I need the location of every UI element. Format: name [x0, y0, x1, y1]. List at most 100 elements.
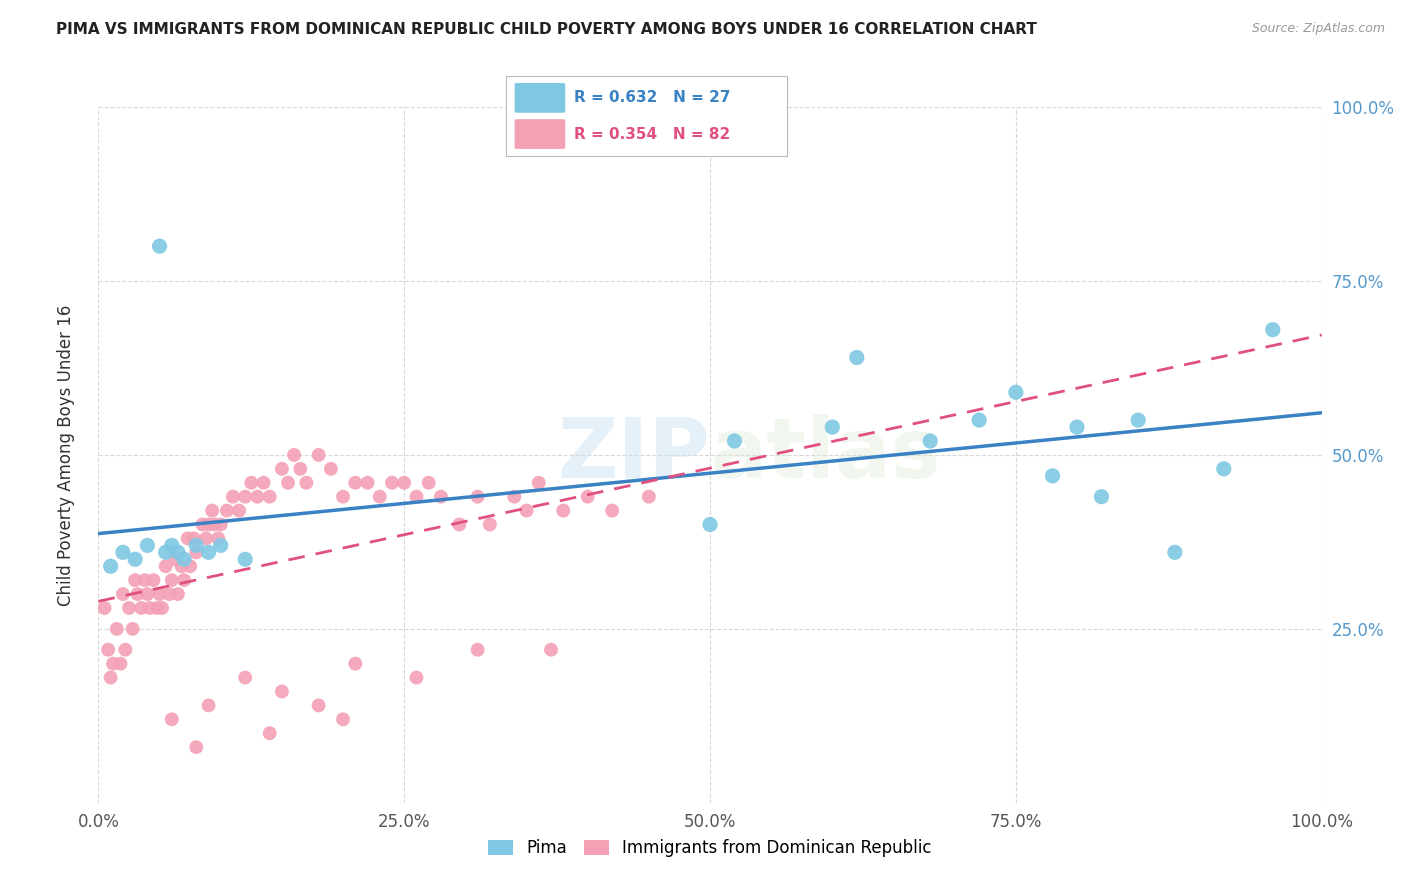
Point: [114, 642, 136, 657]
Point: [101, 657, 124, 671]
Point: [637, 490, 661, 504]
FancyBboxPatch shape: [515, 83, 565, 112]
Point: [503, 490, 526, 504]
Point: [290, 462, 312, 476]
Point: [105, 622, 128, 636]
Y-axis label: Child Poverty Among Boys Under 16: Child Poverty Among Boys Under 16: [56, 304, 75, 606]
Point: [252, 475, 274, 490]
Legend: Pima, Immigrants from Dominican Republic: Pima, Immigrants from Dominican Republic: [482, 833, 938, 864]
Point: [1164, 545, 1187, 559]
Point: [157, 587, 180, 601]
Point: [97, 642, 120, 657]
Point: [155, 545, 177, 559]
Point: [127, 587, 149, 601]
Point: [259, 490, 281, 504]
Point: [368, 490, 391, 504]
Point: [295, 475, 318, 490]
Point: [118, 601, 141, 615]
Point: [100, 671, 122, 685]
Point: [392, 475, 416, 490]
Text: ZIP: ZIP: [558, 415, 710, 495]
Text: PIMA VS IMMIGRANTS FROM DOMINICAN REPUBLIC CHILD POVERTY AMONG BOYS UNDER 16 COR: PIMA VS IMMIGRANTS FROM DOMINICAN REPUBL…: [56, 22, 1038, 37]
Point: [201, 503, 224, 517]
Text: atlas: atlas: [710, 415, 941, 495]
Point: [270, 462, 294, 476]
Point: [209, 538, 232, 552]
Point: [308, 448, 330, 462]
Text: R = 0.632   N = 27: R = 0.632 N = 27: [574, 90, 730, 105]
Point: [233, 552, 256, 566]
Point: [167, 587, 190, 601]
Point: [207, 532, 229, 546]
Point: [478, 517, 501, 532]
Text: R = 0.354   N = 82: R = 0.354 N = 82: [574, 127, 730, 142]
Point: [553, 503, 575, 517]
Point: [183, 532, 205, 546]
Point: [93, 601, 115, 615]
Point: [129, 601, 152, 615]
Point: [134, 573, 156, 587]
Point: [160, 712, 183, 726]
Point: [179, 559, 201, 574]
Point: [150, 601, 173, 615]
Point: [186, 545, 208, 559]
Point: [449, 517, 471, 532]
Point: [197, 517, 219, 532]
Point: [967, 413, 990, 427]
Point: [215, 503, 238, 517]
Point: [209, 517, 232, 532]
Point: [405, 490, 427, 504]
Point: [723, 434, 745, 448]
Point: [165, 552, 187, 566]
Point: [540, 642, 562, 657]
Point: [344, 475, 367, 490]
Point: [170, 559, 193, 574]
Point: [600, 503, 623, 517]
Point: [186, 740, 208, 755]
Point: [100, 559, 122, 574]
Point: [270, 684, 294, 698]
Point: [1004, 385, 1026, 400]
Point: [308, 698, 330, 713]
Point: [576, 490, 599, 504]
Point: [186, 538, 208, 552]
Point: [319, 462, 342, 476]
Point: [136, 587, 159, 601]
Point: [228, 503, 250, 517]
Point: [111, 587, 134, 601]
Point: [277, 475, 299, 490]
Point: [160, 573, 183, 587]
Point: [111, 545, 134, 559]
Point: [1090, 490, 1112, 504]
Point: [344, 657, 367, 671]
Point: [1212, 462, 1234, 476]
Point: [121, 622, 143, 636]
Point: [160, 538, 183, 552]
Point: [1066, 420, 1088, 434]
Point: [332, 490, 354, 504]
Point: [142, 573, 165, 587]
Point: [1042, 468, 1064, 483]
Point: [332, 712, 354, 726]
Point: [381, 475, 404, 490]
Point: [191, 517, 214, 532]
Point: [430, 490, 453, 504]
Point: [405, 671, 427, 685]
Point: [173, 552, 195, 566]
Point: [1128, 413, 1150, 427]
Point: [418, 475, 440, 490]
Point: [167, 545, 190, 559]
Point: [139, 601, 162, 615]
Point: [195, 532, 218, 546]
Point: [110, 657, 132, 671]
Point: [124, 552, 146, 566]
Point: [197, 698, 219, 713]
Point: [821, 420, 844, 434]
Point: [467, 490, 489, 504]
Point: [920, 434, 942, 448]
Point: [197, 545, 219, 559]
Point: [699, 517, 721, 532]
Point: [259, 726, 281, 740]
Point: [204, 517, 226, 532]
Point: [177, 532, 200, 546]
